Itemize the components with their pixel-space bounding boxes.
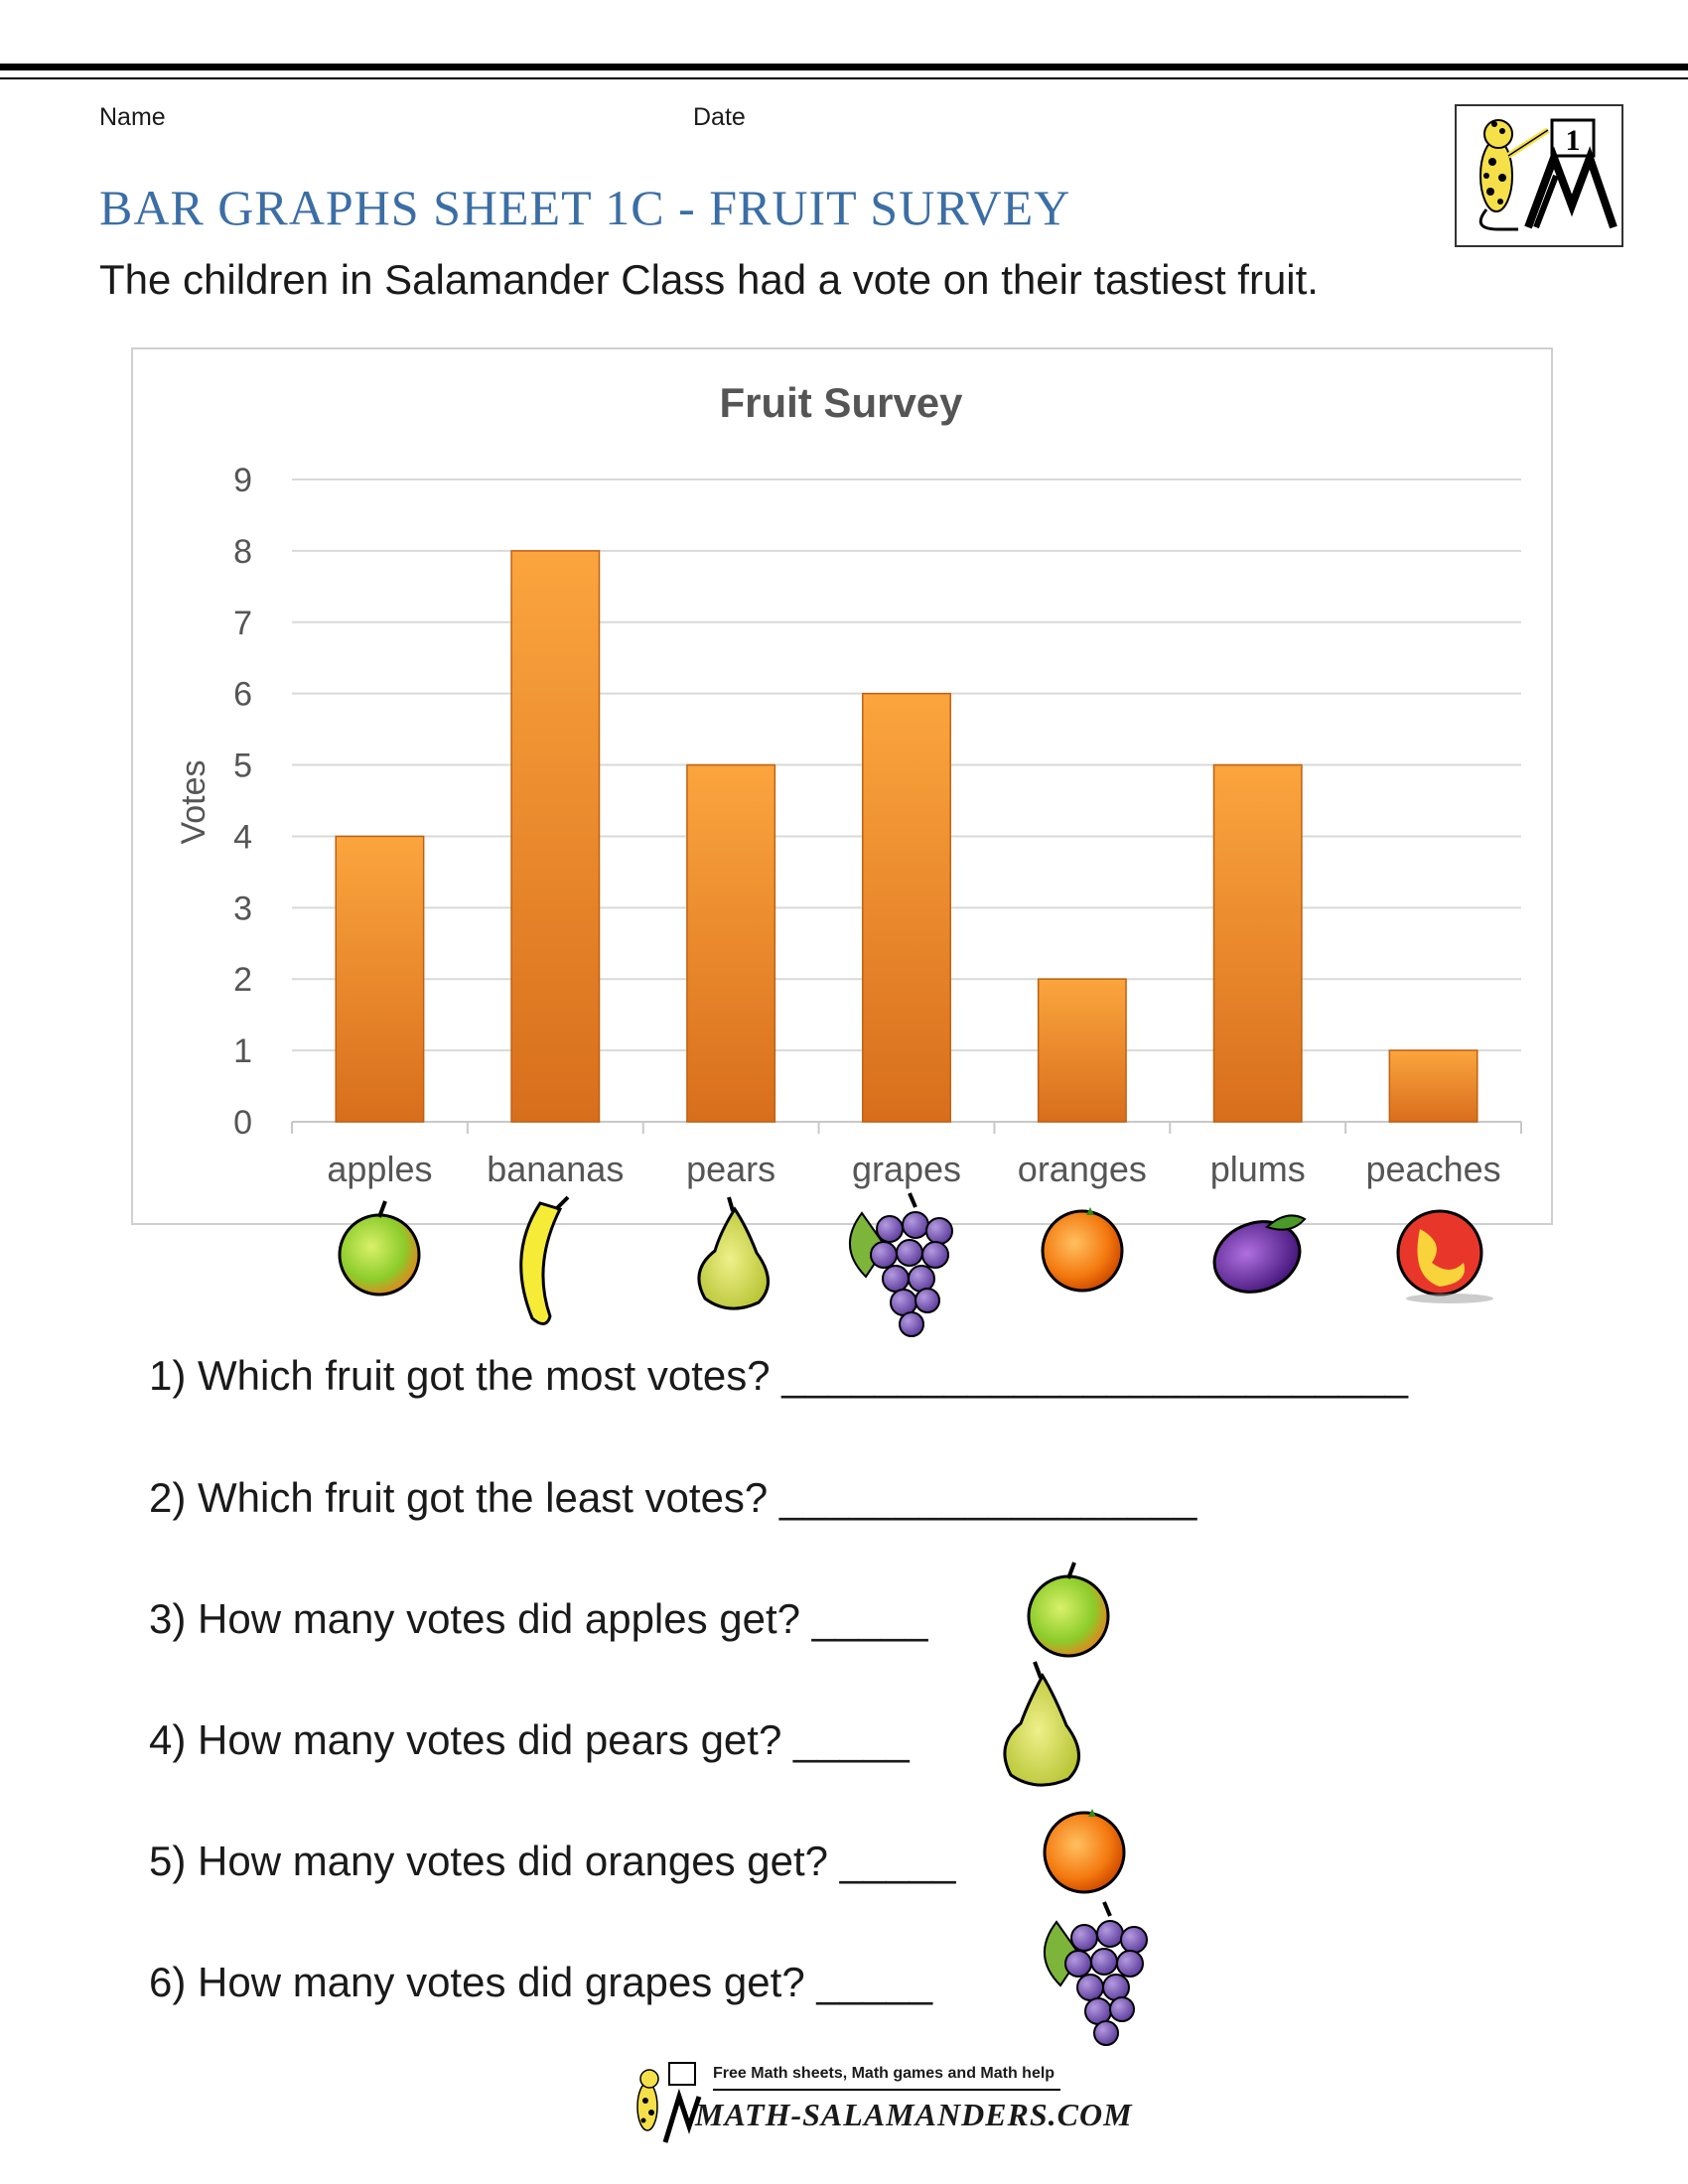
bar-bananas	[510, 550, 601, 1123]
grapes-icon	[1043, 1901, 1148, 2046]
x-tick-label: grapes	[852, 1149, 961, 1189]
y-tick-label: 9	[233, 462, 252, 499]
bar-pears	[686, 763, 776, 1123]
footer-site: MATH-SALAMANDERS.COM	[695, 2097, 1133, 2132]
date-label: Date	[693, 103, 746, 131]
salamander-footer-icon	[636, 2062, 702, 2143]
y-tick-label: 0	[233, 1104, 252, 1142]
intro-text: The children in Salamander Class had a v…	[99, 256, 1319, 303]
salamander-logo-icon: 1	[1478, 118, 1618, 231]
logo-badge: 1	[1566, 124, 1581, 157]
y-tick-label: 3	[233, 889, 252, 927]
top-rule	[0, 64, 1688, 70]
footer-divider	[713, 2089, 1060, 2091]
y-tick-label: 7	[233, 605, 252, 642]
question-2: 2) Which fruit got the least votes? ____…	[149, 1474, 1197, 1521]
question-4: 4) How many votes did pears get? _____	[149, 1716, 910, 1763]
x-tick-label: peaches	[1366, 1149, 1501, 1189]
footer-logo: Free Math sheets, Math games and Math he…	[626, 2057, 1132, 2146]
y-tick-label: 6	[233, 676, 252, 714]
name-label: Name	[99, 103, 166, 131]
bar-apples	[335, 835, 425, 1123]
y-tick-label: 1	[233, 1032, 252, 1070]
orange-icon	[1043, 1809, 1126, 1894]
question-1: 1) Which fruit got the most votes? _____…	[149, 1352, 1408, 1399]
x-tick-label: pears	[686, 1149, 775, 1189]
y-tick-label: 2	[233, 961, 252, 999]
x-tick-label: apples	[327, 1149, 432, 1189]
salamander-logo: 1	[1455, 104, 1623, 247]
chart-title: Fruit Survey	[719, 379, 963, 426]
fruit-survey-chart: Fruit Survey Votes 0 1 2 3 4 5 6 7 8 9 apples bana…	[131, 347, 1553, 1225]
pear-icon	[1003, 1661, 1080, 1787]
question-3: 3) How many votes did apples get? _____	[149, 1595, 928, 1642]
bar-oranges	[1037, 978, 1127, 1123]
bar-grapes	[862, 692, 951, 1123]
top-rule-thin	[0, 77, 1688, 79]
x-tick-label: plums	[1210, 1149, 1306, 1189]
y-tick-label: 4	[233, 818, 252, 856]
question-5: 5) How many votes did oranges get? _____	[149, 1838, 956, 1884]
y-axis-label: Votes	[175, 759, 212, 844]
x-tick-label: oranges	[1018, 1149, 1147, 1189]
footer-tagline: Free Math sheets, Math games and Math he…	[713, 2065, 1055, 2082]
y-tick-label: 8	[233, 533, 252, 571]
bar-peaches	[1388, 1049, 1478, 1123]
x-tick-label: bananas	[487, 1149, 624, 1189]
y-tick-label: 5	[233, 748, 252, 785]
question-6: 6) How many votes did grapes get? _____	[149, 1959, 933, 2005]
apple-icon	[1027, 1562, 1110, 1658]
sheet-title: BAR GRAPHS SHEET 1C - FRUIT SURVEY	[99, 180, 1071, 235]
bar-plums	[1212, 763, 1303, 1123]
